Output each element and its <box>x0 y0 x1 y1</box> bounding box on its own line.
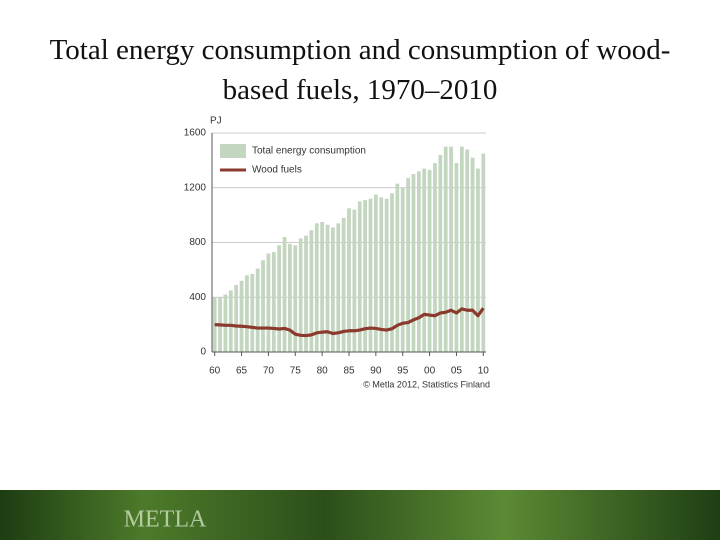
bar <box>384 198 389 352</box>
legend-label: Total energy consumption <box>252 146 366 157</box>
bar <box>438 154 443 352</box>
bar <box>400 187 405 352</box>
y-tick-label: 400 <box>189 292 206 303</box>
footer-logo: METLA <box>124 507 207 533</box>
bar <box>427 169 432 352</box>
x-tick-label: 80 <box>317 366 329 377</box>
y-tick-label: 0 <box>200 347 206 358</box>
bar <box>261 260 265 352</box>
bar <box>325 224 330 352</box>
bar <box>223 294 228 352</box>
bar <box>443 146 448 352</box>
bar <box>395 183 400 352</box>
bar <box>373 194 378 352</box>
x-tick-label: 95 <box>397 366 409 377</box>
y-tick-label: 1200 <box>184 182 207 193</box>
bar <box>390 193 394 352</box>
bar <box>320 221 325 352</box>
bar <box>234 284 239 352</box>
bar <box>314 223 319 352</box>
x-tick-label: 10 <box>478 366 490 377</box>
bar <box>422 168 427 352</box>
legend-swatch <box>220 144 246 158</box>
bar <box>357 201 362 352</box>
bar <box>309 230 314 352</box>
y-axis-label: PJ <box>210 116 222 127</box>
bar <box>304 235 308 352</box>
bar <box>250 273 255 352</box>
footer-band <box>0 490 720 540</box>
bar <box>459 146 464 352</box>
x-tick-label: 75 <box>290 366 302 377</box>
line <box>214 307 485 338</box>
x-tick-label: 70 <box>263 366 275 377</box>
bar <box>336 223 341 352</box>
bar <box>416 171 421 352</box>
bar <box>293 245 298 352</box>
bar <box>245 275 249 352</box>
bar <box>454 163 459 352</box>
bar <box>282 237 287 352</box>
bar <box>406 178 410 352</box>
bar <box>449 146 453 352</box>
legend-label: Wood fuels <box>252 165 302 176</box>
bar <box>476 168 480 352</box>
x-tick-label: 60 <box>209 366 221 377</box>
x-tick-label: 85 <box>343 366 355 377</box>
bar <box>368 198 373 352</box>
bar <box>277 245 282 352</box>
x-tick-label: 65 <box>236 366 248 377</box>
bar <box>470 157 475 352</box>
bar <box>228 290 233 352</box>
y-tick-label: 1600 <box>184 128 207 139</box>
bar <box>271 252 276 352</box>
bar <box>266 253 271 352</box>
bar <box>465 149 470 352</box>
bar <box>347 208 351 352</box>
bar <box>363 200 367 352</box>
bar <box>255 268 260 352</box>
bar <box>341 217 346 352</box>
bar <box>481 153 486 352</box>
x-tick-label: 00 <box>424 366 436 377</box>
source: © Metla 2012, Statistics Finland <box>363 379 490 389</box>
bar <box>298 238 303 352</box>
y-tick-label: 800 <box>189 237 206 248</box>
x-tick-label: 90 <box>370 366 382 377</box>
bar <box>239 280 244 352</box>
bar <box>433 163 437 352</box>
x-tick-label: 05 <box>451 366 463 377</box>
bar <box>379 197 384 352</box>
bar <box>411 174 416 352</box>
bar <box>288 243 292 352</box>
bar <box>352 209 357 352</box>
slide-title: Total energy consumption and consumption… <box>49 34 671 106</box>
bar <box>331 227 335 352</box>
